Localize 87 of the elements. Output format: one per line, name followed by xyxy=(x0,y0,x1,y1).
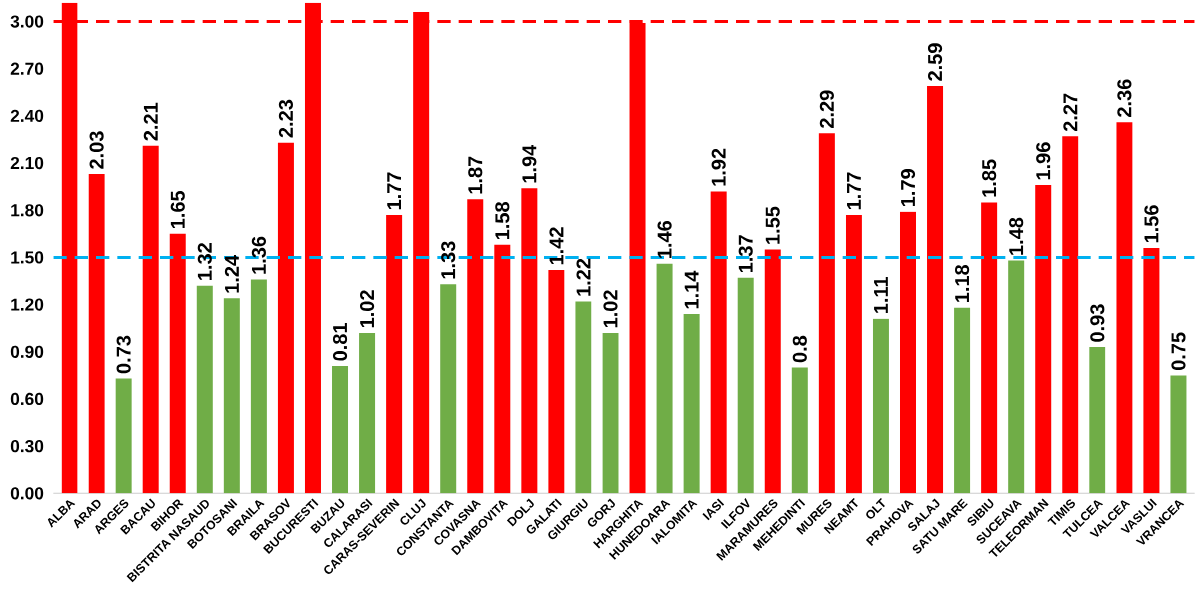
y-tick-label: 2.10 xyxy=(10,156,44,170)
bar xyxy=(115,378,132,494)
bar xyxy=(250,279,267,494)
y-tick-label: 0.30 xyxy=(10,440,44,453)
data-label: 2.59 xyxy=(927,43,943,81)
bar xyxy=(521,188,538,494)
bar xyxy=(332,365,349,494)
data-label: 2.29 xyxy=(819,90,834,128)
bar xyxy=(1089,347,1106,494)
data-label: 1.11 xyxy=(874,276,888,313)
data-label: 1.79 xyxy=(900,169,916,207)
bar xyxy=(1035,185,1052,494)
data-label: 2.03 xyxy=(89,131,104,169)
y-tick-label: 1.20 xyxy=(11,298,44,311)
data-label: 0.75 xyxy=(1171,332,1186,371)
data-label: 0.73 xyxy=(116,335,131,374)
bar xyxy=(900,211,916,494)
bar xyxy=(548,270,565,494)
bar xyxy=(88,174,105,494)
y-tick-label: 2.40 xyxy=(10,109,44,123)
bar xyxy=(169,233,186,494)
data-label: 1.14 xyxy=(684,270,699,309)
y-tick-label: 0.60 xyxy=(10,392,44,406)
data-label: 1.42 xyxy=(549,227,564,265)
bar xyxy=(1116,122,1133,494)
bar xyxy=(818,133,835,494)
bar xyxy=(954,307,971,494)
bar xyxy=(196,285,213,494)
bar xyxy=(764,249,781,494)
data-label: 2.36 xyxy=(1117,79,1132,117)
data-label: 1.33 xyxy=(441,241,456,279)
data-label: 1.77 xyxy=(847,172,861,210)
bar xyxy=(277,142,294,494)
data-label: 0.93 xyxy=(1090,304,1105,342)
bar xyxy=(710,191,727,494)
data-label: 2.27 xyxy=(1063,93,1078,132)
bar xyxy=(386,214,403,494)
y-tick-label: 1.50 xyxy=(11,251,44,264)
data-label: 1.48 xyxy=(1009,217,1024,255)
bar xyxy=(791,367,808,494)
data-label: 1.36 xyxy=(251,236,266,274)
data-label: 1.55 xyxy=(765,206,780,244)
bar xyxy=(494,244,511,494)
bar xyxy=(467,199,484,494)
bar xyxy=(656,263,673,494)
bar xyxy=(1062,136,1079,494)
y-tick-label: 3.00 xyxy=(10,15,44,28)
data-label: 1.77 xyxy=(387,172,401,210)
bar xyxy=(683,314,700,494)
bar xyxy=(440,284,457,494)
bar xyxy=(737,277,754,494)
data-label: 2.21 xyxy=(143,102,158,141)
bar xyxy=(575,301,592,494)
data-label: 1.85 xyxy=(982,159,997,197)
y-tick-label: 2.70 xyxy=(10,62,44,75)
data-label: 1.87 xyxy=(468,156,483,194)
data-label: 0.81 xyxy=(332,323,348,361)
bar xyxy=(602,332,619,494)
bar xyxy=(872,318,889,494)
data-label: 0.8 xyxy=(792,335,807,363)
data-label: 1.37 xyxy=(738,235,753,273)
data-label: 1.02 xyxy=(359,290,375,328)
data-label: 1.65 xyxy=(170,190,185,229)
data-label: 1.22 xyxy=(576,258,591,296)
bar xyxy=(927,86,944,494)
data-label: 1.32 xyxy=(197,243,212,280)
bar xyxy=(1170,375,1187,494)
bar xyxy=(1143,247,1160,494)
data-label: 1.58 xyxy=(495,202,510,240)
bar xyxy=(845,214,862,494)
data-label: 1.96 xyxy=(1036,142,1051,180)
data-label: 1.94 xyxy=(522,144,537,183)
bar xyxy=(142,145,159,494)
bar xyxy=(1008,260,1025,494)
data-label: 1.18 xyxy=(955,264,970,302)
y-tick-label: 0.90 xyxy=(10,345,44,358)
data-label: 1.46 xyxy=(657,220,672,258)
data-label: 1.92 xyxy=(711,148,726,186)
bar xyxy=(359,332,376,494)
data-label: 1.56 xyxy=(1144,205,1159,243)
y-tick-label: 1.80 xyxy=(11,204,44,217)
data-label: 1.24 xyxy=(224,254,239,293)
bar xyxy=(223,298,240,494)
data-label: 1.02 xyxy=(603,290,618,328)
bar xyxy=(981,202,998,494)
y-tick-label: 0.00 xyxy=(10,487,44,500)
data-label: 2.23 xyxy=(278,99,294,138)
